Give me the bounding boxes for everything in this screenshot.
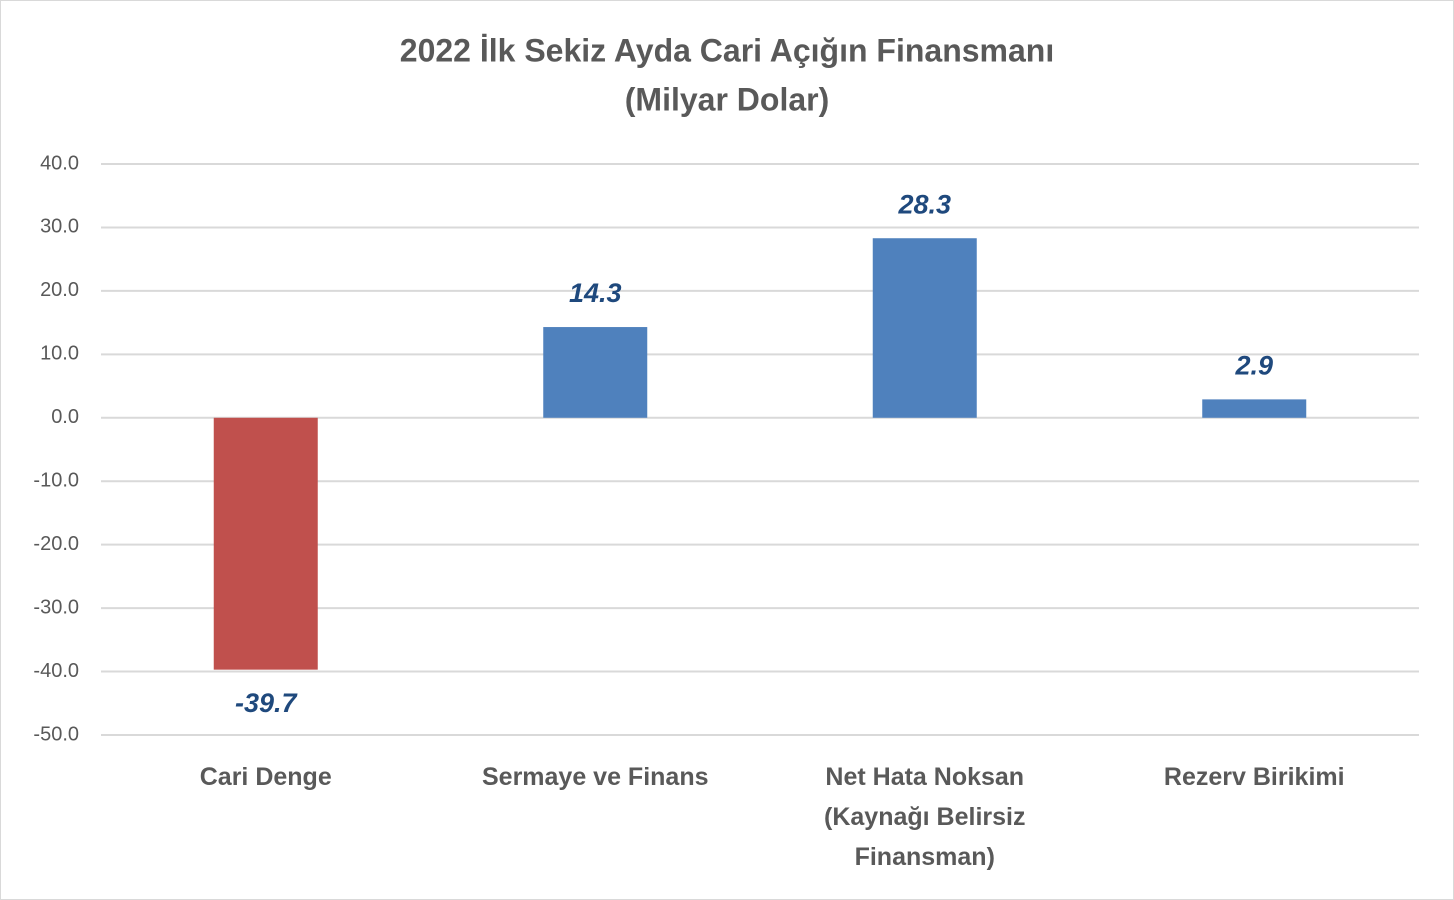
x-tick-label: Net Hata Noksan (Kaynağı Belirsiz Finans…	[824, 763, 1026, 871]
y-tick-label: -50.0	[33, 723, 79, 745]
y-tick-label: 20.0	[40, 279, 79, 301]
y-tick-label: 30.0	[40, 216, 79, 238]
bar	[213, 417, 318, 670]
data-label: 2.9	[1234, 351, 1273, 381]
chart-title: 2022 İlk Sekiz Ayda Cari Açığın Finansma…	[400, 32, 1054, 68]
bar	[1202, 399, 1307, 418]
y-tick-label: 0.0	[51, 406, 79, 428]
data-label: 28.3	[897, 189, 951, 219]
y-tick-label: 10.0	[40, 343, 79, 365]
y-tick-label: -10.0	[33, 470, 79, 492]
data-label: -39.7	[235, 688, 299, 718]
y-tick-label: -30.0	[33, 596, 79, 618]
x-tick-label: Rezerv Birikimi	[1163, 763, 1345, 791]
y-tick-label: -40.0	[33, 660, 79, 682]
y-tick-label: -20.0	[33, 533, 79, 555]
x-tick-label: Sermaye ve Finans	[481, 763, 709, 791]
bar	[872, 238, 977, 418]
chart-subtitle: (Milyar Dolar)	[625, 81, 829, 117]
bar	[543, 327, 648, 418]
y-tick-label: 40.0	[40, 152, 79, 174]
x-tick-label: Cari Denge	[199, 763, 332, 791]
data-label: 14.3	[569, 278, 622, 308]
